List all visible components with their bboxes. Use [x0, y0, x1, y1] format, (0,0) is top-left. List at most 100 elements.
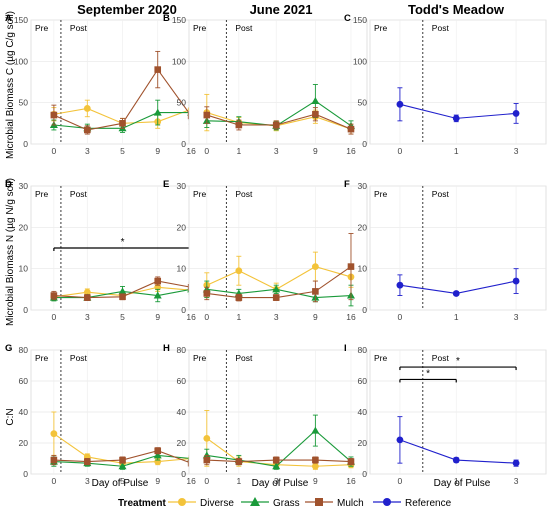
panel-b-xtick-label: 9: [313, 146, 318, 156]
panel-a-pre-label: Pre: [35, 23, 49, 33]
panel-e-point-mulch: [347, 263, 355, 270]
panel-e-xtick-label: 1: [236, 312, 241, 322]
panel-h-point-diverse: [311, 462, 319, 470]
panel-b-xtick-label: 3: [274, 146, 279, 156]
panel-c-series-reference: [396, 87, 520, 124]
panel-g-pre-label: Pre: [35, 353, 49, 363]
legend-item-reference: Reference: [373, 498, 452, 509]
panel-i-ytick-label: 60: [358, 376, 368, 386]
panel-h-pre-label: Pre: [193, 353, 207, 363]
panel-g-xtick-label: 16: [186, 476, 196, 486]
panel-i-pre-label: Pre: [374, 353, 388, 363]
panel-b-point-mulch: [235, 121, 243, 129]
panel-b-xtick-label: 0: [204, 146, 209, 156]
panel-b-ytick-label: 0: [181, 139, 186, 149]
panel-d-xtick-label: 9: [155, 312, 160, 322]
panel-h-post-label: Post: [235, 353, 253, 363]
panel-g-point-mulch: [119, 456, 126, 464]
panel-c-pre-label: Pre: [374, 23, 388, 33]
column-title-september-2020: September 2020: [77, 2, 177, 17]
x-axis-label-col3: Day of Pulse: [434, 478, 491, 489]
panel-i-xtick-label: 0: [398, 476, 403, 486]
panel-g-point-mulch: [50, 456, 58, 464]
panel-d: 0 10 20 30 0 3 5 9 16 Pre Post D *: [5, 179, 208, 322]
column-title-todds-meadow: Todd's Meadow: [408, 2, 505, 17]
panel-a-point-diverse: [83, 105, 91, 112]
panel-d-ytick-label: 30: [19, 181, 29, 191]
panel-e-ytick-label: 20: [177, 222, 187, 232]
panel-e-point-grass: [272, 285, 281, 293]
panel-b-point-mulch: [272, 121, 280, 129]
legend-marker-diverse: [178, 498, 186, 506]
panel-a-ytick-label: 0: [23, 139, 28, 149]
panel-d-point-diverse: [83, 288, 91, 296]
panel-i-significance-label: *: [456, 356, 460, 367]
panel-c-point-reference: [452, 114, 460, 122]
panel-a-ytick-label: 100: [14, 56, 28, 66]
panel-a-xtick-label: 5: [120, 146, 125, 156]
panel-i-point-reference: [512, 459, 520, 467]
panel-c-xtick-label: 3: [514, 146, 519, 156]
panel-e-ytick-label: 0: [181, 305, 186, 315]
panel-a-xtick-label: 3: [85, 146, 90, 156]
panel-f-ytick-label: 0: [362, 305, 367, 315]
y-axis-label-biomass-n: Microbial Biomass N (µg N/g soil): [5, 178, 16, 326]
column-title-june-2021: June 2021: [250, 2, 313, 17]
panel-h-point-grass: [202, 451, 211, 459]
panel-h-ytick-label: 20: [177, 438, 187, 448]
panel-e-point-diverse: [235, 267, 243, 275]
panel-b-series-mulch: [203, 106, 355, 135]
panel-b-point-mulch: [312, 110, 319, 118]
panel-g-post-label: Post: [70, 353, 88, 363]
panel-d-significance-label: *: [121, 237, 125, 248]
panel-g-ytick-label: 0: [23, 469, 28, 479]
panel-i-significance-bracket: *: [399, 356, 517, 371]
panel-e-letter: E: [163, 179, 169, 190]
panel-d-point-mulch: [50, 292, 58, 299]
panel-a-xtick-label: 0: [52, 146, 57, 156]
panel-h-ytick-label: 80: [177, 345, 187, 355]
panel-a-point-mulch: [154, 66, 162, 73]
panel-h-xtick-label: 9: [313, 476, 318, 486]
panel-c-ytick-label: 150: [353, 15, 367, 25]
panel-a-point-grass: [153, 108, 162, 116]
panel-g-letter: G: [5, 343, 12, 354]
panel-i: 0 20 40 60 80 0 1 3 Pre Post I * *: [344, 343, 547, 486]
panel-h-ytick-label: 40: [177, 407, 187, 417]
panel-h-ytick-label: 60: [177, 376, 187, 386]
panel-f-point-reference: [452, 290, 460, 297]
panel-h-point-grass: [272, 462, 281, 470]
legend-label-grass: Grass: [273, 498, 300, 509]
x-axis-label-col1: Day of Pulse: [92, 478, 149, 489]
panel-c-ytick-label: 0: [362, 139, 367, 149]
legend-marker-grass: [250, 497, 260, 506]
panel-e-point-mulch: [235, 294, 243, 301]
panel-i-significance-bracket: *: [399, 368, 457, 383]
panel-i-xtick-label: 1: [454, 476, 459, 486]
panel-g-ytick-label: 40: [19, 407, 29, 417]
legend-marker-reference: [383, 498, 391, 506]
panel-d-letter: D: [5, 179, 12, 190]
panel-g-ytick-label: 60: [19, 376, 29, 386]
legend-title: Treatment: [118, 498, 166, 509]
panel-b-xtick-label: 1: [236, 146, 241, 156]
legend-label-reference: Reference: [405, 498, 452, 509]
panel-e-series-mulch: [203, 233, 355, 303]
panel-d-point-mulch: [119, 293, 126, 301]
panel-i-xtick-label: 3: [514, 476, 519, 486]
panel-a-ytick-label: 150: [14, 15, 28, 25]
panel-a-xtick-label: 9: [155, 146, 160, 156]
panel-e-ytick-label: 30: [177, 181, 187, 191]
panel-i-series-reference: [396, 416, 520, 467]
panel-e-xtick-label: 9: [313, 312, 318, 322]
panel-d-point-grass: [153, 291, 162, 299]
panel-c-frame: [369, 19, 547, 145]
panel-i-ytick-label: 20: [358, 438, 368, 448]
panel-b-ytick-label: 50: [177, 98, 187, 108]
panel-c-letter: C: [344, 13, 351, 24]
panel-h-point-mulch: [272, 456, 280, 464]
panel-g: 0 20 40 60 80 0 3 5 9 16 Pre Post G: [5, 343, 208, 486]
panel-i-point-reference: [452, 456, 460, 464]
panel-h: 0 20 40 60 80 0 1 3 9 16 Pre Post H: [163, 343, 368, 486]
panel-e-xtick-label: 16: [346, 312, 356, 322]
